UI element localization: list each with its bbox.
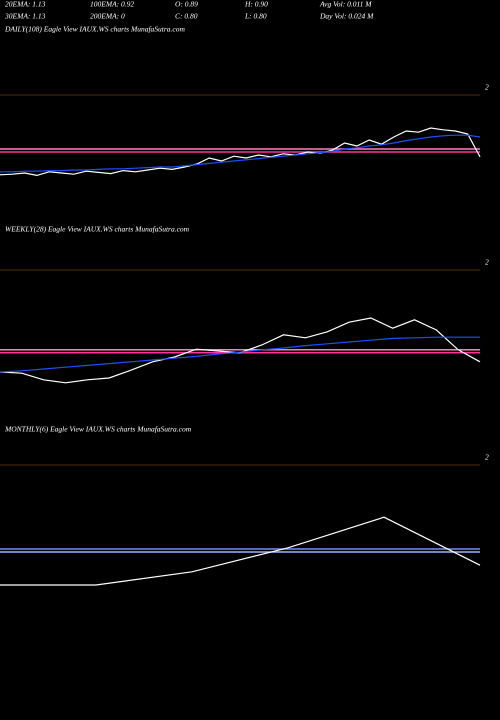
series-line xyxy=(0,134,481,173)
series-line xyxy=(0,336,480,373)
stat-label: 200EMA: 0 xyxy=(90,12,125,21)
series-line xyxy=(0,516,481,586)
panel-title: MONTHLY(6) Eagle View IAUX.WS charts Mun… xyxy=(4,425,192,434)
stat-label: Avg Vol: 0.011 M xyxy=(319,0,372,9)
series-line xyxy=(0,127,481,177)
y-tick-label: 2 xyxy=(485,258,489,267)
stat-label: 20EMA: 1.13 xyxy=(5,0,46,9)
stat-label: 30EMA: 1.13 xyxy=(4,12,46,21)
stat-label: O: 0.89 xyxy=(175,0,198,9)
stat-label: H: 0.90 xyxy=(244,0,268,9)
stat-label: L: 0.80 xyxy=(244,12,267,21)
stat-label: C: 0.80 xyxy=(175,12,198,21)
panel-title: DAILY(108) Eagle View IAUX.WS charts Mun… xyxy=(4,25,185,34)
y-tick-label: 2 xyxy=(485,83,489,92)
stat-label: Day Vol: 0.024 M xyxy=(319,12,374,21)
panel-title: WEEKLY(28) Eagle View IAUX.WS charts Mun… xyxy=(5,225,190,234)
stat-label: 100EMA: 0.92 xyxy=(90,0,134,9)
y-tick-label: 2 xyxy=(485,453,489,462)
